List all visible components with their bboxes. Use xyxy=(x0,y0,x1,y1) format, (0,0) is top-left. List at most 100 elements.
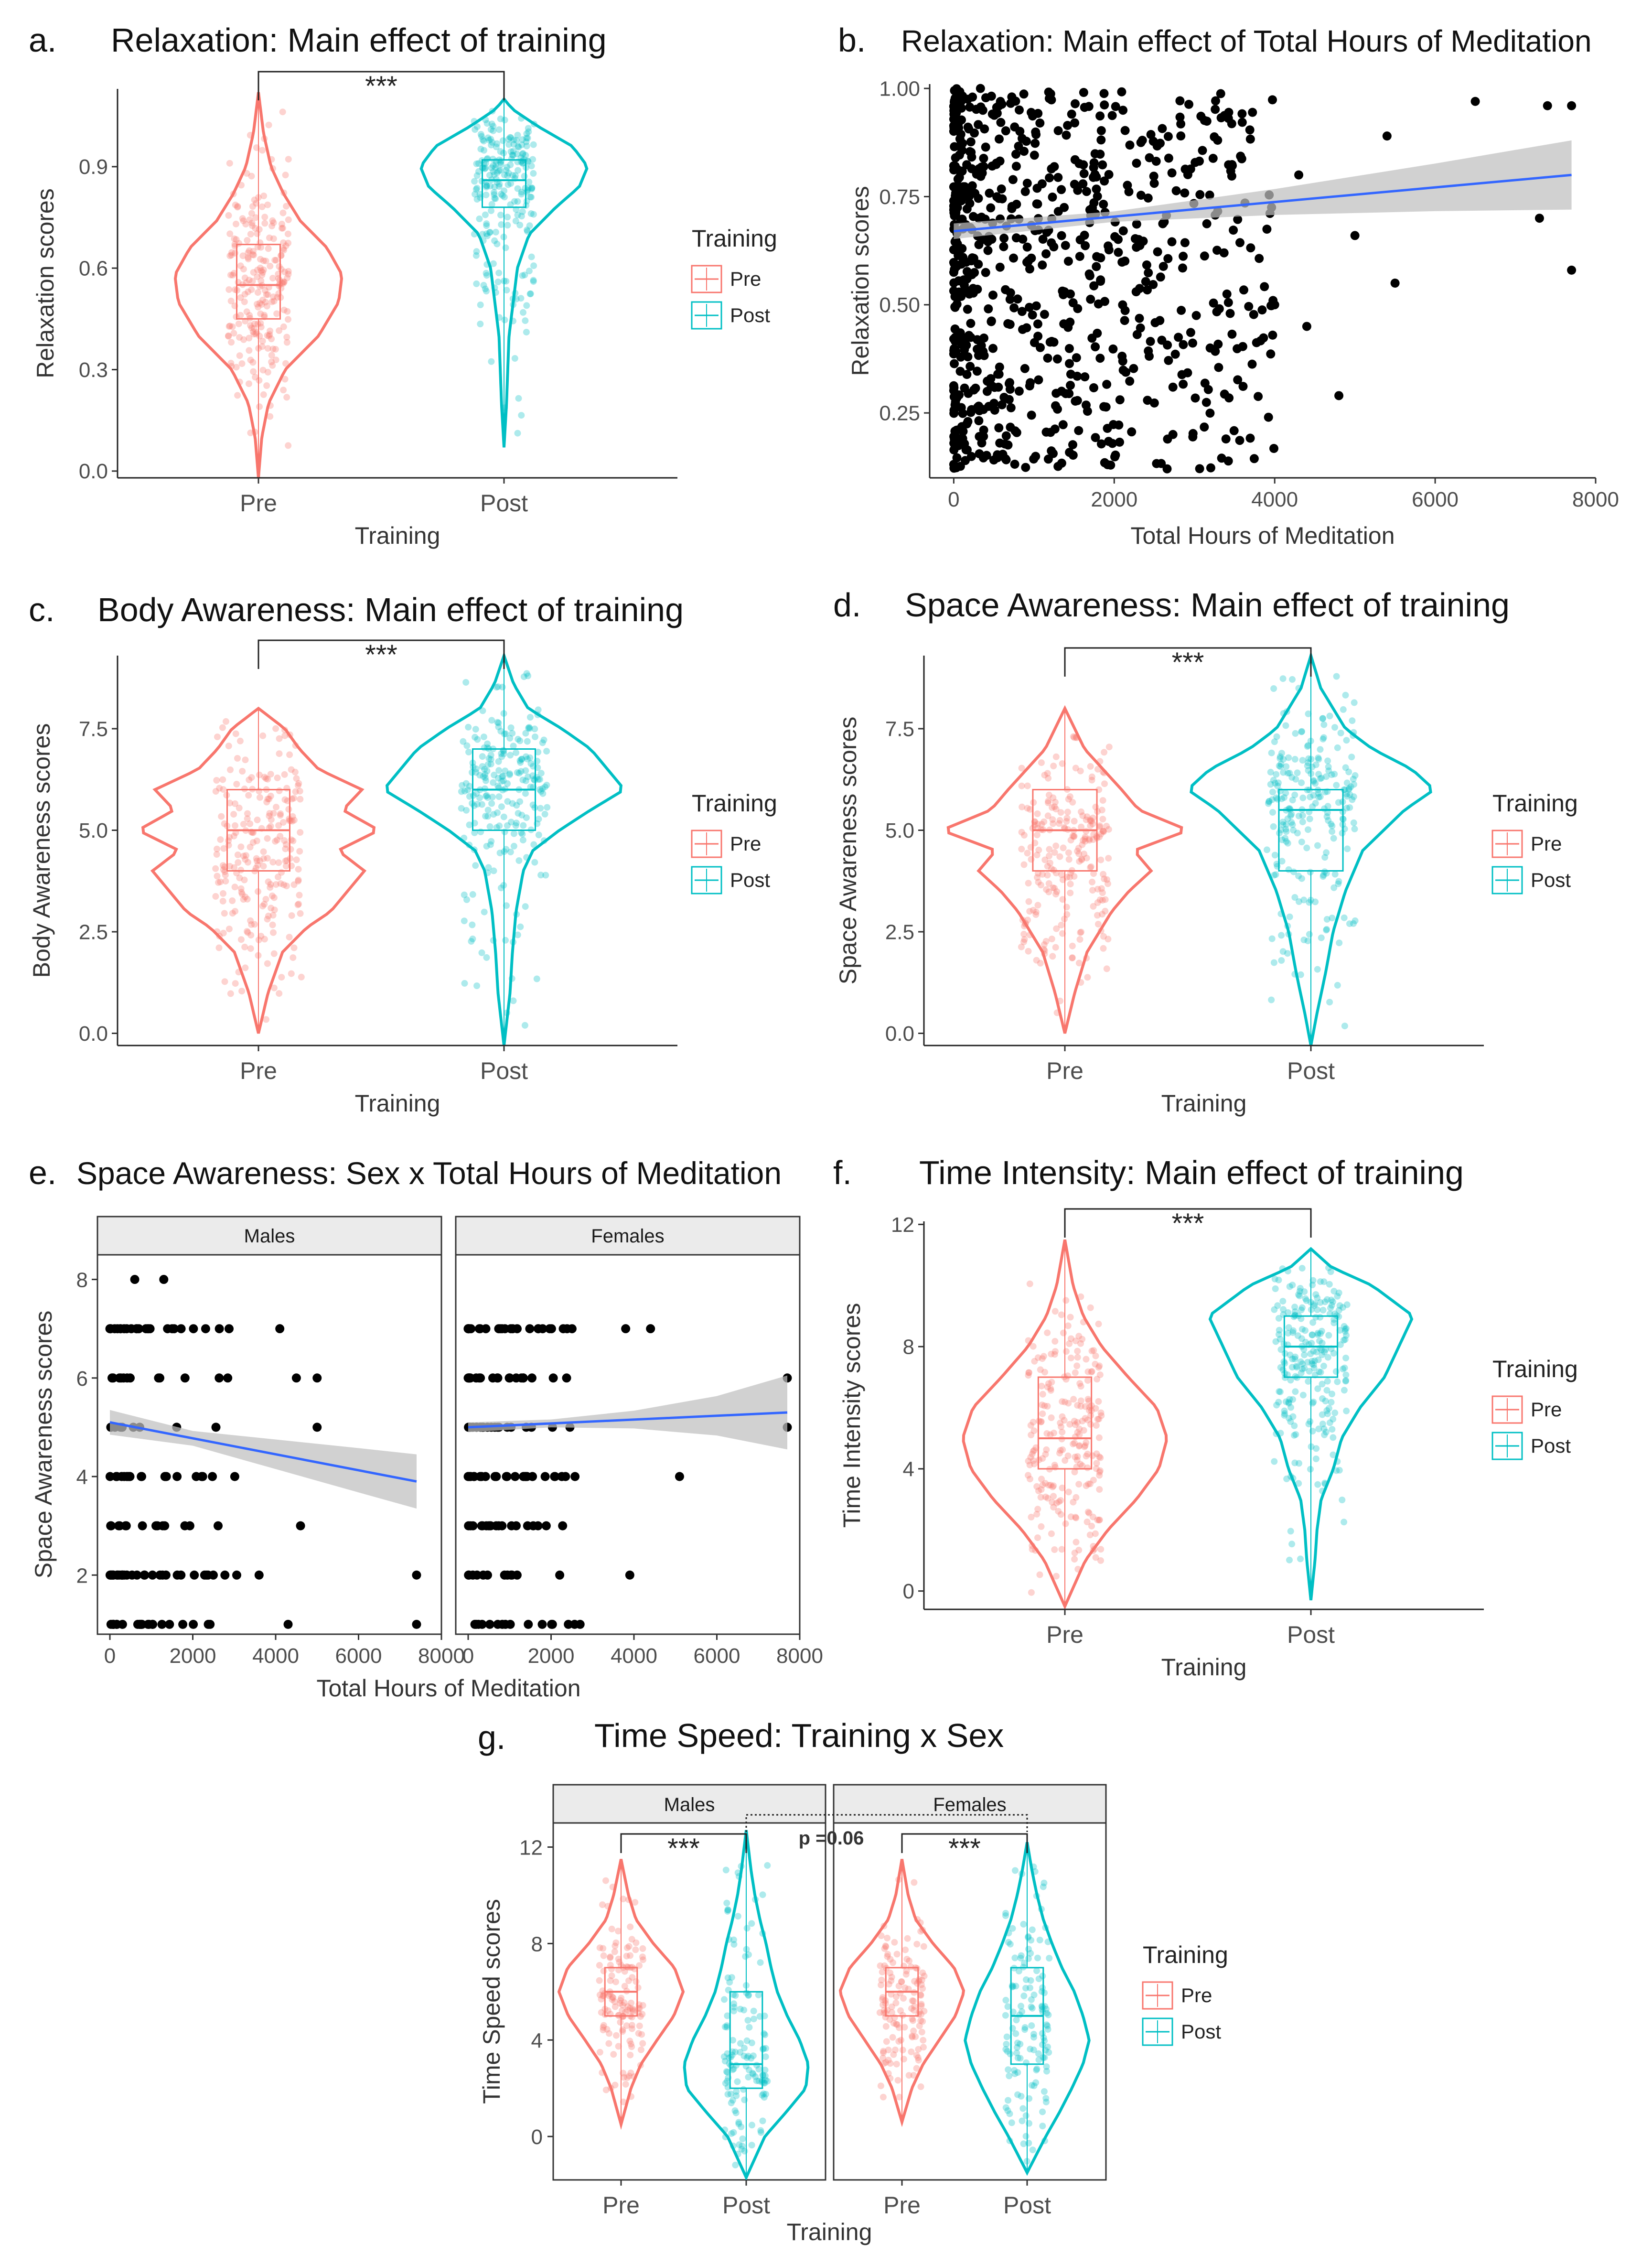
jitter-point xyxy=(514,185,521,192)
jitter-point xyxy=(885,2057,892,2064)
jitter-point xyxy=(885,2047,892,2054)
data-point xyxy=(956,103,966,113)
data-point xyxy=(140,1570,150,1580)
data-point xyxy=(1001,431,1011,441)
jitter-point xyxy=(1332,1368,1340,1375)
jitter-point xyxy=(1270,959,1277,966)
jitter-point xyxy=(246,216,253,223)
jitter-point xyxy=(625,1943,633,1950)
data-point xyxy=(1025,381,1034,391)
jitter-point xyxy=(474,801,481,808)
jitter-point xyxy=(1283,763,1290,770)
jitter-point xyxy=(221,863,228,871)
jitter-point xyxy=(1093,1422,1100,1429)
jitter-point xyxy=(264,835,271,842)
jitter-point xyxy=(536,776,543,783)
data-point xyxy=(1179,379,1188,389)
jitter-point xyxy=(1025,1369,1032,1376)
data-point xyxy=(1010,122,1019,132)
jitter-point xyxy=(1087,863,1094,870)
data-point xyxy=(1093,192,1102,201)
data-point xyxy=(464,1324,474,1334)
jitter-point xyxy=(757,2129,764,2136)
data-point xyxy=(1057,185,1066,194)
y-axis-title: Time Intensity scores xyxy=(838,1303,865,1528)
jitter-point xyxy=(1030,1419,1037,1426)
data-point xyxy=(214,1521,223,1531)
jitter-point xyxy=(1050,1482,1057,1489)
jitter-point xyxy=(1100,828,1107,835)
data-point xyxy=(951,153,960,162)
jitter-point xyxy=(249,278,256,285)
data-point xyxy=(570,1472,580,1481)
data-point xyxy=(1135,313,1144,323)
data-point xyxy=(1257,305,1267,315)
jitter-point xyxy=(1044,862,1051,870)
data-point xyxy=(1096,277,1105,286)
jitter-point xyxy=(1025,1933,1032,1940)
data-point xyxy=(1125,140,1135,150)
jitter-point xyxy=(293,856,300,863)
jitter-point xyxy=(1323,813,1330,820)
data-point xyxy=(1040,310,1049,319)
jitter-point xyxy=(1049,1499,1056,1506)
data-point xyxy=(954,251,963,260)
jitter-point xyxy=(1341,1519,1348,1526)
jitter-point xyxy=(478,801,485,808)
jitter-point xyxy=(1096,896,1104,904)
jitter-point xyxy=(1325,763,1332,770)
panel-f xyxy=(924,1221,1484,1609)
jitter-point xyxy=(628,2043,635,2050)
jitter-point xyxy=(264,291,271,298)
jitter-point xyxy=(1298,875,1305,882)
jitter-point xyxy=(283,857,290,864)
data-point xyxy=(1003,440,1013,450)
jitter-point xyxy=(1045,791,1052,798)
data-point xyxy=(1006,98,1016,108)
jitter-point xyxy=(266,810,273,817)
jitter-point xyxy=(1044,1402,1051,1410)
data-point xyxy=(1148,280,1158,289)
jitter-point xyxy=(1058,1546,1065,1553)
jitter-point xyxy=(474,736,481,743)
jitter-point xyxy=(510,140,517,148)
jitter-point xyxy=(484,761,492,768)
jitter-point xyxy=(497,148,504,155)
jitter-point xyxy=(261,214,268,221)
jitter-point xyxy=(1071,734,1078,741)
jitter-point xyxy=(1045,2049,1052,2056)
jitter-point xyxy=(249,222,256,229)
jitter-point xyxy=(280,278,287,285)
jitter-point xyxy=(480,773,487,780)
data-point xyxy=(1239,285,1248,295)
data-point xyxy=(1186,164,1195,174)
jitter-point xyxy=(1299,757,1306,764)
jitter-point xyxy=(253,200,260,207)
jitter-point xyxy=(1287,1418,1294,1425)
jitter-point xyxy=(280,323,287,330)
jitter-point xyxy=(232,822,238,829)
jitter-point xyxy=(903,1956,911,1962)
jitter-point xyxy=(1081,1443,1088,1450)
jitter-point xyxy=(514,151,521,158)
jitter-point xyxy=(1024,805,1031,812)
jitter-point xyxy=(1028,1513,1035,1520)
jitter-point xyxy=(246,776,253,783)
data-point xyxy=(291,1373,301,1383)
jitter-point xyxy=(1312,1455,1319,1462)
jitter-point xyxy=(270,929,277,936)
data-point xyxy=(555,1570,565,1580)
jitter-point xyxy=(275,822,282,829)
data-point xyxy=(1006,403,1016,412)
jitter-point xyxy=(1309,1428,1316,1434)
jitter-point xyxy=(731,2107,739,2114)
jitter-point xyxy=(1313,1445,1320,1452)
jitter-point xyxy=(1047,1482,1054,1488)
data-point xyxy=(1567,101,1577,110)
jitter-point xyxy=(1341,914,1348,921)
jitter-point xyxy=(1105,744,1113,751)
x-axis-title: Total Hours of Meditation xyxy=(316,1675,580,1702)
jitter-point xyxy=(1044,1495,1051,1502)
jitter-point xyxy=(230,811,237,818)
jitter-point xyxy=(502,937,509,944)
